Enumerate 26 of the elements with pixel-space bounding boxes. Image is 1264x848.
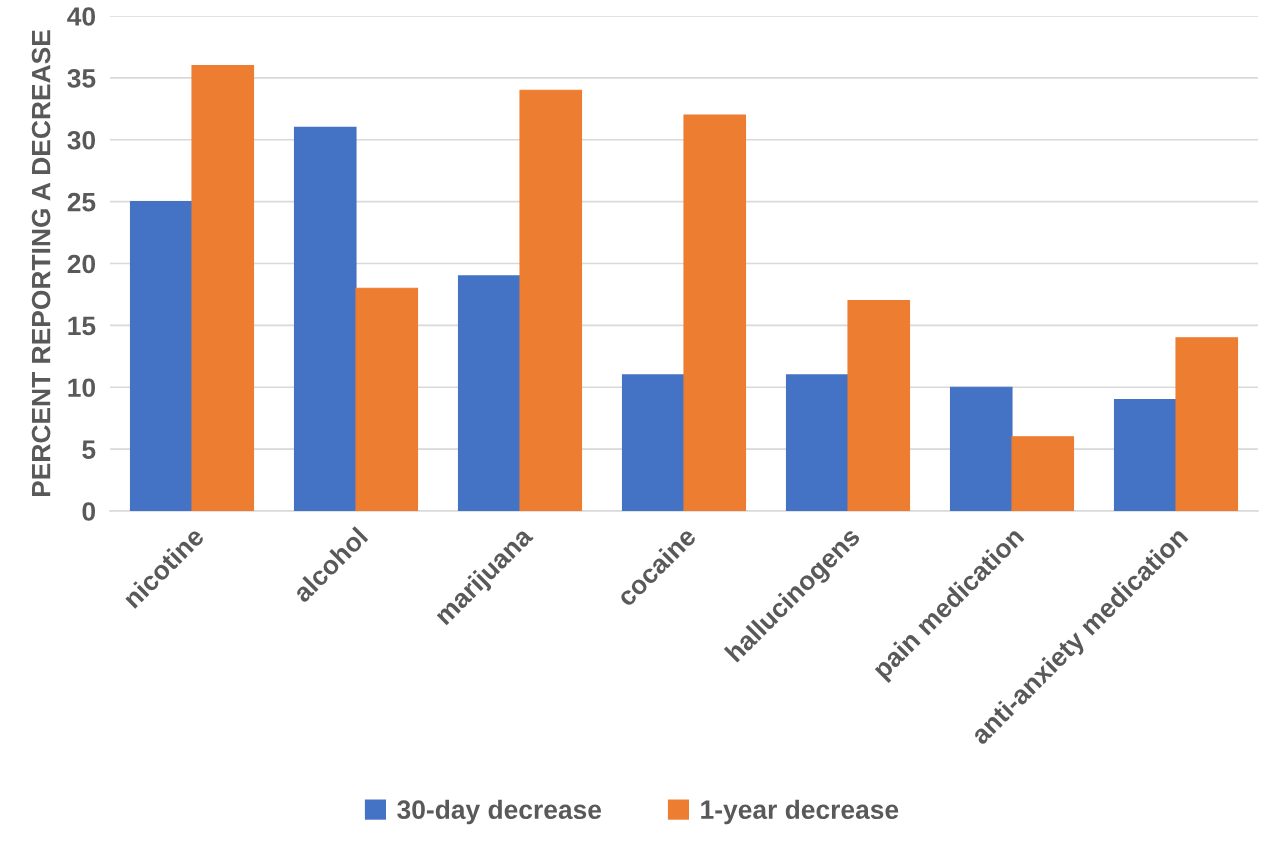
legend-label: 1-year decrease [701,799,899,825]
y-tick-label: 5 [82,440,96,459]
y-tick-label: 20 [67,254,96,274]
bar [355,287,419,511]
bar [519,89,583,511]
bar [129,201,193,511]
y-tick-label: 25 [67,192,96,212]
y-axis-title: PERCENT REPORTING A DECREASE [31,30,51,497]
y-tick-label: 10 [68,378,96,398]
y-tick-label: 30 [67,130,96,150]
y-tick-label: 0 [82,502,96,521]
legend-label: 30-day decrease [397,799,602,825]
bar [1113,399,1177,511]
bar [293,126,357,511]
bar [949,386,1013,511]
y-tick-label: 35 [67,69,96,88]
bar [457,275,521,511]
y-tick-label: 15 [68,316,96,336]
bar [1011,436,1075,511]
bar [683,114,747,511]
bar [847,300,911,511]
bar [191,64,255,511]
bar [621,374,685,511]
bar [1175,337,1239,511]
bar [785,374,849,511]
y-tick-label: 40 [67,7,96,26]
